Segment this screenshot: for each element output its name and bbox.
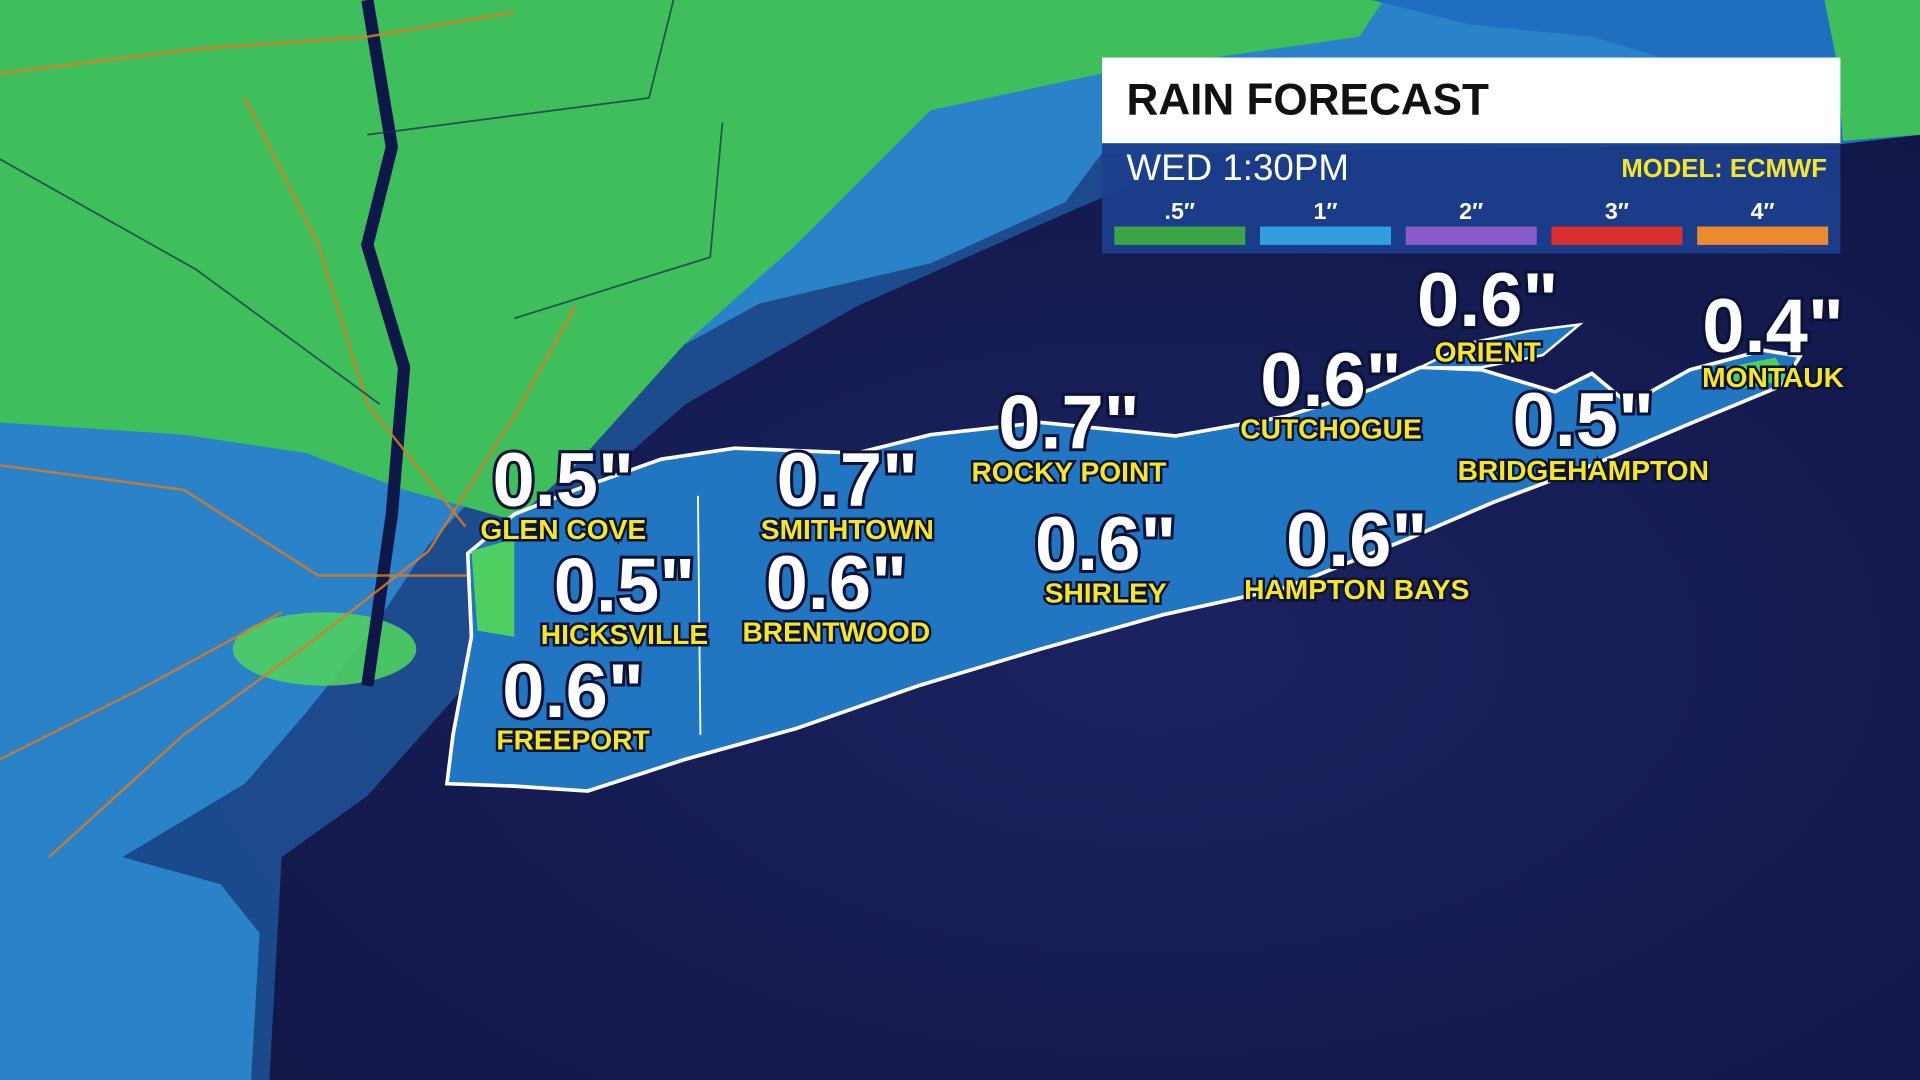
rain-amount: 0.6" bbox=[766, 541, 908, 626]
legend-swatch bbox=[1114, 226, 1246, 245]
legend-swatch bbox=[1551, 226, 1683, 245]
long-island bbox=[444, 348, 1804, 793]
town-name: HAMPTON BAYS bbox=[1244, 574, 1469, 605]
town-name: ORIENT bbox=[1435, 336, 1541, 367]
light-rain-spot-west bbox=[471, 538, 515, 637]
header-title: RAIN FORECAST bbox=[1127, 75, 1489, 124]
rain-amount: 0.6" bbox=[1417, 258, 1559, 343]
rain-amount: 0.5" bbox=[1513, 378, 1655, 463]
boundaries bbox=[0, 0, 724, 405]
rain-amount: 0.6" bbox=[1286, 498, 1428, 583]
light-rain-area bbox=[0, 0, 1384, 521]
legend-label: 1″ bbox=[1313, 198, 1337, 224]
town-name: BRIDGEHAMPTON bbox=[1458, 455, 1709, 486]
north-fork bbox=[1419, 322, 1584, 369]
river bbox=[360, 0, 411, 687]
legend: .5″ 1″ 2″ 3″ 4″ bbox=[1114, 198, 1829, 245]
legend-label: 4″ bbox=[1751, 198, 1775, 224]
town-name: SHIRLEY bbox=[1045, 578, 1167, 609]
legend-label: .5″ bbox=[1165, 198, 1196, 224]
town-name: BRENTWOOD bbox=[742, 617, 930, 648]
rain-amount: 0.7" bbox=[998, 381, 1140, 466]
town-name: CUTCHOGUE bbox=[1240, 413, 1421, 444]
light-rain-spot-east bbox=[1726, 357, 1788, 390]
town-name: FREEPORT bbox=[496, 724, 649, 755]
header-time: WED 1:30PM bbox=[1127, 147, 1349, 188]
legend-swatch bbox=[1697, 226, 1829, 245]
legend-label: 3″ bbox=[1605, 198, 1629, 224]
town-name: MONTAUK bbox=[1702, 362, 1844, 393]
town-name: HICKSVILLE bbox=[541, 619, 708, 650]
county-line bbox=[697, 495, 702, 735]
rain-amount: 0.5" bbox=[493, 438, 635, 523]
rain-amount: 0.7" bbox=[777, 438, 919, 523]
location-labels: 0.6"ORIENT 0.4"MONTAUK0.6"CUTCHOGUE0.7"RO… bbox=[478, 255, 1847, 758]
legend-label: 2″ bbox=[1459, 198, 1483, 224]
rain-amount: 0.5" bbox=[554, 543, 696, 628]
header-box bbox=[1102, 57, 1841, 144]
light-rain-area-northeast bbox=[1824, 0, 1920, 141]
legend-swatch bbox=[1260, 226, 1392, 245]
legend-swatch bbox=[1405, 226, 1537, 245]
header-model: MODEL: ECMWF bbox=[1621, 155, 1827, 183]
rain-amount: 0.6" bbox=[1035, 502, 1177, 587]
town-name: GLEN COVE bbox=[480, 514, 646, 545]
rain-amount: 0.6" bbox=[1260, 338, 1402, 423]
town-name: SMITHTOWN bbox=[761, 514, 934, 545]
rain-amount: 0.6" bbox=[502, 649, 644, 734]
town-name: ROCKY POINT bbox=[971, 456, 1166, 487]
rain-amount: 0.4" bbox=[1702, 284, 1844, 369]
